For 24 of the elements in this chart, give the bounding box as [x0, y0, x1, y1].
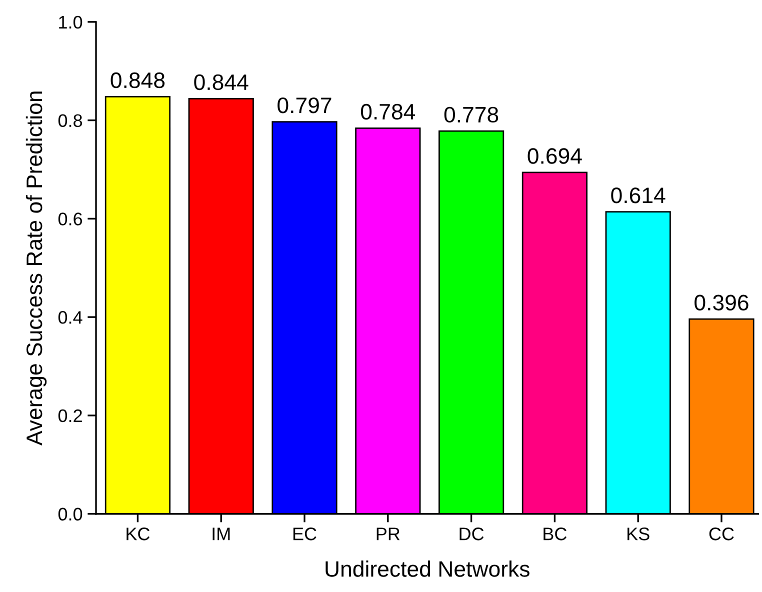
x-tick-label: KS: [628, 528, 650, 540]
y-tick-label: 0.4: [58, 311, 82, 324]
x-tick-label: IM: [212, 528, 230, 540]
data-label: 0.396: [694, 294, 748, 310]
y-tick-label: 1.0: [59, 16, 82, 29]
data-label: 0.694: [528, 148, 582, 164]
data-label: 0.778: [444, 106, 498, 123]
y-tick-label: 0.0: [58, 508, 82, 521]
y-tick-label: 0.8: [58, 114, 82, 128]
y-axis-title: Average Success Rate of Prediction: [26, 92, 47, 446]
data-label: 0.784: [360, 104, 416, 120]
x-tick-label: EC: [293, 528, 316, 540]
data-label: 0.844: [194, 74, 248, 90]
data-label: 0.614: [611, 188, 666, 204]
data-label: 0.797: [278, 97, 332, 114]
x-tick-label: KC: [126, 528, 150, 540]
x-tick-label: BC: [544, 528, 567, 540]
x-tick-label: CC: [709, 528, 734, 540]
y-tick-label: 0.2: [58, 409, 82, 422]
x-tick-label: PR: [376, 528, 400, 540]
y-tick-label: 0.6: [58, 212, 82, 226]
data-label: 0.848: [110, 72, 165, 88]
x-tick-label: DC: [460, 528, 484, 540]
x-axis-title: Undirected Networks: [326, 560, 530, 577]
